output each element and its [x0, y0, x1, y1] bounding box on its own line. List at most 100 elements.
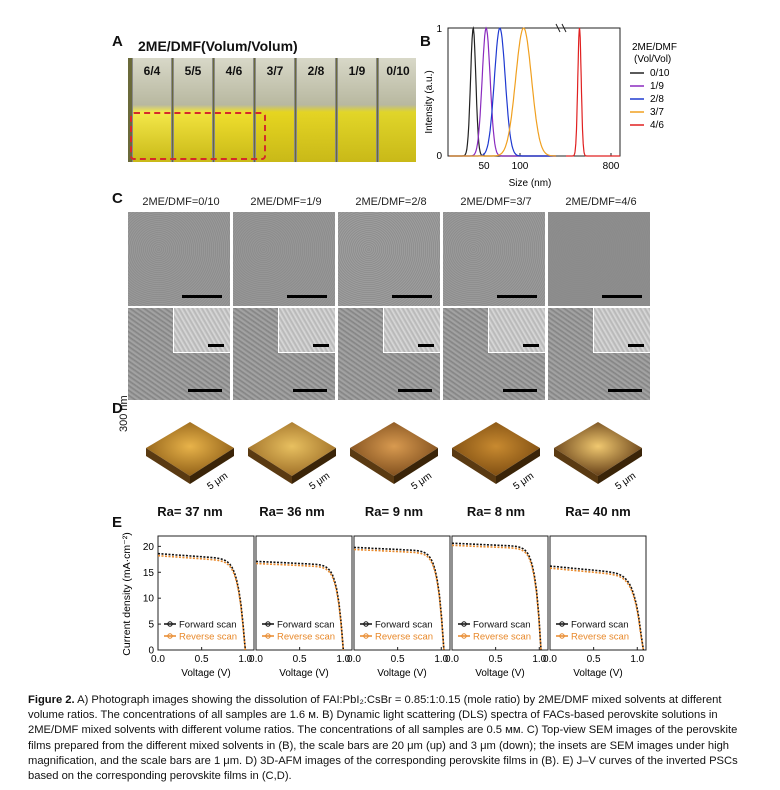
legend-entry: 1/9	[650, 81, 664, 92]
legend-entry: 4/6	[650, 120, 664, 131]
inset-scale-bar	[628, 344, 644, 347]
vial: 1/9	[337, 58, 377, 162]
panel-c-label: C	[112, 190, 123, 207]
scale-bar	[608, 389, 642, 392]
afm-scale-label: 5 μm	[307, 471, 332, 493]
jv-frame	[255, 535, 353, 651]
x-tick-label: 1.0	[238, 654, 252, 665]
scale-bar	[188, 389, 222, 392]
scale-bar	[293, 389, 327, 392]
legend-entry: 2/8	[650, 94, 664, 105]
afm-surface	[146, 422, 234, 476]
dls-series-2-8	[449, 27, 556, 157]
legend-forward: Forward scan	[473, 620, 531, 631]
afm-surface	[452, 422, 540, 476]
dls-ylabel: Intensity (a.u.)	[424, 70, 435, 133]
vial-label: 0/10	[386, 64, 410, 78]
x-tick-label: 0.0	[249, 654, 263, 665]
figure-caption: Figure 2. A) Photograph images showing t…	[28, 693, 756, 784]
sem-bottom-image	[548, 308, 650, 400]
y-tick-label: 20	[143, 542, 155, 553]
x-tick-label: 1.0	[630, 654, 644, 665]
x-tick-label: 1.0	[532, 654, 546, 665]
vial-label: 4/6	[225, 64, 243, 78]
afm-z-label: 300 nm	[118, 395, 130, 432]
scale-bar	[503, 389, 537, 392]
vial: 5/5	[173, 58, 213, 162]
scale-bar	[287, 295, 327, 298]
inset-scale-bar	[313, 344, 329, 347]
dls-plot-area: 1 0 Intensity (a.u.) Size (nm) 50 100 800 2…	[424, 23, 677, 189]
sem-label: 2ME/DMF=2/8	[355, 196, 427, 208]
ra-label: Ra= 8 nm	[466, 504, 526, 519]
afm-scale-label: 5 μm	[511, 471, 536, 493]
x-tick-label: 0.0	[445, 654, 459, 665]
y-tick-label: 0	[148, 646, 154, 657]
sem-label: 2ME/DMF=0/10	[142, 196, 220, 208]
x-tick-label: 0.5	[587, 654, 601, 665]
sem-inset	[488, 308, 545, 353]
afm-image: 5 μm	[446, 404, 546, 500]
x-tick-label: 800	[603, 161, 620, 172]
inset-scale-bar	[523, 344, 539, 347]
afm-image: 5 μm	[344, 404, 444, 500]
vial-label: 3/7	[266, 64, 284, 78]
vial-label: 6/4	[143, 64, 161, 78]
x-tick-label: 0.0	[151, 654, 165, 665]
x-tick-label: 50	[478, 161, 490, 172]
afm-side	[452, 448, 496, 484]
forward-scan-curve	[452, 542, 542, 651]
sem-inset	[383, 308, 440, 353]
y-tick-label: 15	[143, 568, 155, 579]
caption-bold: Figure 2.	[28, 694, 75, 706]
reverse-scan-curve	[255, 562, 345, 651]
dls-frame	[447, 27, 621, 157]
afm-side	[146, 448, 190, 484]
dls-xlabel: Size (nm)	[509, 178, 552, 189]
legend-title: 2ME/DMF	[632, 42, 677, 53]
afm-side	[598, 448, 642, 484]
y-tick-0: 0	[436, 151, 442, 162]
reverse-scan-curve	[353, 548, 445, 651]
legend-marker	[167, 633, 173, 639]
legend-subtitle: (Vol/Vol)	[634, 54, 671, 65]
x-tick-label: 0.5	[195, 654, 209, 665]
legend-forward: Forward scan	[375, 620, 433, 631]
afm-side	[248, 448, 292, 484]
afm-scale-label: 5 μm	[205, 471, 230, 493]
legend-marker	[265, 633, 271, 639]
legend-marker	[559, 621, 565, 627]
sem-top-image	[233, 212, 335, 306]
legend-marker	[167, 621, 173, 627]
y-tick-label: 5	[148, 620, 154, 631]
legend-forward: Forward scan	[277, 620, 335, 631]
x-tick-label: 100	[512, 161, 529, 172]
legend-marker	[265, 621, 271, 627]
afm-image: 5 μm	[242, 404, 342, 500]
vial-label: 1/9	[348, 64, 366, 78]
afm-side	[190, 448, 234, 484]
forward-scan-curve	[353, 546, 445, 651]
sem-top-image	[548, 212, 650, 306]
x-tick-label: 0.5	[293, 654, 307, 665]
legend-forward: Forward scan	[571, 620, 629, 631]
legend-reverse: Reverse scan	[473, 632, 531, 643]
legend-reverse: Reverse scan	[571, 632, 629, 643]
sem-inset	[593, 308, 650, 353]
panel-b-label: B	[420, 33, 431, 50]
legend-marker	[461, 633, 467, 639]
legend-forward: Forward scan	[179, 620, 237, 631]
jv-frame	[549, 535, 647, 651]
jv-ylabel: Current density (mA·cm⁻²)	[121, 532, 133, 655]
sem-bottom-image	[443, 308, 545, 400]
legend-reverse: Reverse scan	[375, 632, 433, 643]
jv-plot-area: Current density (mA·cm⁻²) 0.0 0.5 1.0 Volta…	[121, 532, 647, 679]
sem-label: 2ME/DMF=4/6	[565, 196, 637, 208]
jv-xlabel: Voltage (V)	[279, 668, 328, 679]
afm-surface	[350, 422, 438, 476]
legend-reverse: Reverse scan	[277, 632, 335, 643]
vial: 4/6	[214, 58, 254, 162]
reverse-scan-curve	[451, 544, 542, 651]
panel-e-label: E	[112, 514, 123, 531]
x-tick-label: 1.0	[336, 654, 350, 665]
